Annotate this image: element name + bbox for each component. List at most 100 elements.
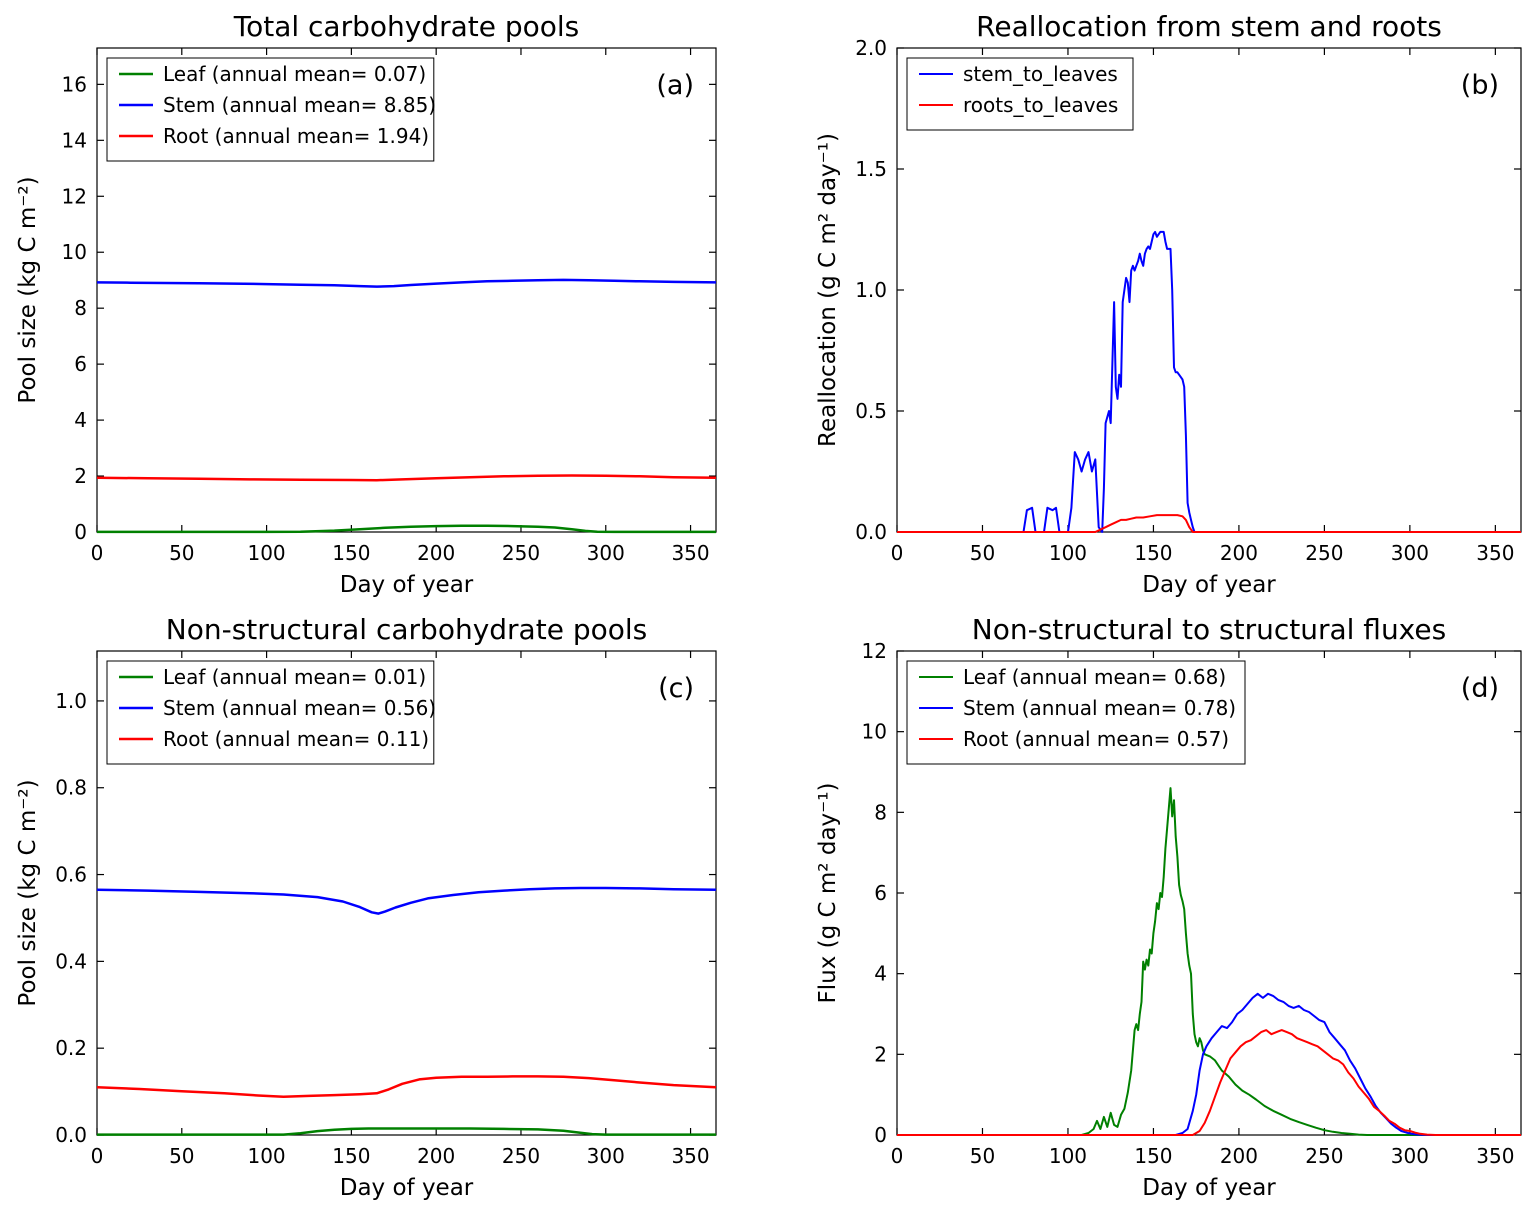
legend-label: stem_to_leaves — [963, 62, 1118, 86]
x-tick-label: 200 — [1220, 1144, 1258, 1168]
x-tick-label: 0 — [91, 541, 104, 565]
chart-panel-c: Non-structural carbohydrate pools 0 50 100 1… — [0, 603, 769, 1206]
y-tick-label: 0.2 — [55, 1036, 87, 1060]
y-tick-label: 2 — [874, 1042, 887, 1066]
chart-panel-b: Reallocation from stem and roots 0 50 100 15… — [769, 0, 1538, 603]
y-tick-label: 0.8 — [55, 776, 87, 800]
series-line-stem_to_leaves — [897, 230, 1521, 533]
y-axis-label: Pool size (kg C m⁻²) — [15, 176, 41, 403]
panel-label: (b) — [1461, 70, 1499, 101]
series-line-root — [897, 1029, 1521, 1136]
legend-label: Root (annual mean= 1.94) — [163, 124, 429, 148]
x-axis-label: Day of year — [1142, 1175, 1276, 1201]
legend-label: Stem (annual mean= 0.78) — [963, 696, 1236, 720]
y-tick-label: 0 — [74, 520, 87, 544]
y-tick-label: 0.0 — [855, 520, 887, 544]
y-tick-label: 2 — [74, 464, 87, 488]
y-tick-label: 1.0 — [855, 278, 887, 302]
x-tick-label: 100 — [247, 541, 285, 565]
series-line-root — [96, 1075, 717, 1099]
y-tick-label: 4 — [874, 962, 887, 986]
y-tick-label: 1.5 — [855, 157, 887, 181]
x-tick-label: 350 — [671, 541, 709, 565]
y-axis-label: Reallocation (g C m² day⁻¹) — [815, 133, 841, 447]
x-tick-label: 150 — [332, 541, 370, 565]
panel-label: (d) — [1461, 673, 1499, 704]
legend-box — [106, 57, 435, 162]
axes-frame — [96, 47, 717, 533]
y-tick-label: 6 — [74, 352, 87, 376]
x-tick-label: 250 — [502, 541, 540, 565]
y-tick-label: 14 — [62, 128, 87, 152]
legend-label: Stem (annual mean= 0.56) — [163, 696, 436, 720]
y-tick-label: 12 — [62, 184, 87, 208]
x-tick-label: 0 — [891, 1144, 904, 1168]
y-tick-label: 16 — [62, 72, 87, 96]
chart-panel-a: Total carbohydrate pools 0 50 100 150 200 250 3… — [0, 0, 769, 603]
legend-box — [906, 57, 1134, 131]
chart-svg-a: Total carbohydrate pools 0 50 100 150 200 250 3… — [15, 10, 717, 598]
y-tick-label: 2.0 — [855, 36, 887, 60]
chart-title: Reallocation from stem and roots — [976, 10, 1442, 43]
x-tick-label: 300 — [1391, 541, 1429, 565]
chart-svg-d: Non-structural to structural fluxes 0 50 10… — [815, 613, 1522, 1201]
y-tick-label: 0.0 — [55, 1123, 87, 1147]
x-tick-label: 150 — [1134, 541, 1172, 565]
x-tick-label: 350 — [1476, 541, 1514, 565]
y-tick-label: 0.4 — [55, 949, 87, 973]
x-tick-label: 50 — [169, 541, 194, 565]
panel-label: (c) — [658, 673, 694, 704]
y-tick-label: 10 — [862, 720, 887, 744]
x-tick-label: 300 — [587, 1144, 625, 1168]
series-line-stem — [96, 886, 717, 915]
legend-label: roots_to_leaves — [963, 93, 1118, 117]
x-tick-label: 300 — [1391, 1144, 1429, 1168]
x-tick-label: 100 — [1049, 541, 1087, 565]
series-line-leaf — [897, 787, 1521, 1136]
legend-label: Leaf (annual mean= 0.01) — [163, 665, 426, 689]
x-tick-label: 0 — [91, 1144, 104, 1168]
axes-frame — [96, 650, 717, 1136]
y-tick-label: 0 — [874, 1123, 887, 1147]
panel-label: (a) — [656, 70, 694, 101]
y-tick-label: 6 — [874, 881, 887, 905]
legend-label: Leaf (annual mean= 0.07) — [163, 62, 426, 86]
series-line-leaf — [97, 524, 716, 534]
legend-box — [106, 660, 435, 765]
x-tick-label: 300 — [587, 541, 625, 565]
y-tick-label: 0.5 — [855, 399, 887, 423]
x-tick-label: 250 — [502, 1144, 540, 1168]
axes-frame — [896, 650, 1522, 1136]
x-tick-label: 50 — [970, 1144, 995, 1168]
chart-panel-d: Non-structural to structural fluxes 0 50 10… — [769, 603, 1538, 1206]
x-tick-label: 50 — [970, 541, 995, 565]
series-line-root — [96, 474, 717, 482]
legend-label: Stem (annual mean= 8.85) — [163, 93, 436, 117]
y-tick-label: 1.0 — [55, 689, 87, 713]
x-tick-label: 200 — [417, 1144, 455, 1168]
y-tick-label: 12 — [862, 639, 887, 663]
y-tick-label: 4 — [74, 408, 87, 432]
x-tick-label: 200 — [417, 541, 455, 565]
x-tick-label: 150 — [332, 1144, 370, 1168]
x-axis-label: Day of year — [340, 572, 474, 598]
x-tick-label: 250 — [1305, 1144, 1343, 1168]
chart-title: Total carbohydrate pools — [233, 10, 580, 43]
y-axis-label: Flux (g C m² day⁻¹) — [815, 783, 841, 1004]
series-line-stem — [96, 278, 717, 288]
y-tick-label: 8 — [74, 296, 87, 320]
y-axis-label: Pool size (kg C m⁻²) — [15, 779, 41, 1006]
x-tick-label: 100 — [1049, 1144, 1087, 1168]
chart-title: Non-structural to structural fluxes — [972, 613, 1446, 646]
chart-svg-c: Non-structural carbohydrate pools 0 50 100 1… — [15, 613, 717, 1201]
x-tick-label: 150 — [1134, 1144, 1172, 1168]
y-tick-label: 0.6 — [55, 863, 87, 887]
series-line-roots_to_leaves — [897, 514, 1521, 533]
legend-label: Root (annual mean= 0.57) — [963, 727, 1229, 751]
series-line-leaf — [97, 1127, 716, 1136]
legend-box — [906, 660, 1246, 765]
y-tick-label: 8 — [874, 800, 887, 824]
x-tick-label: 350 — [1476, 1144, 1514, 1168]
chart-svg-b: Reallocation from stem and roots 0 50 100 15… — [815, 10, 1522, 598]
